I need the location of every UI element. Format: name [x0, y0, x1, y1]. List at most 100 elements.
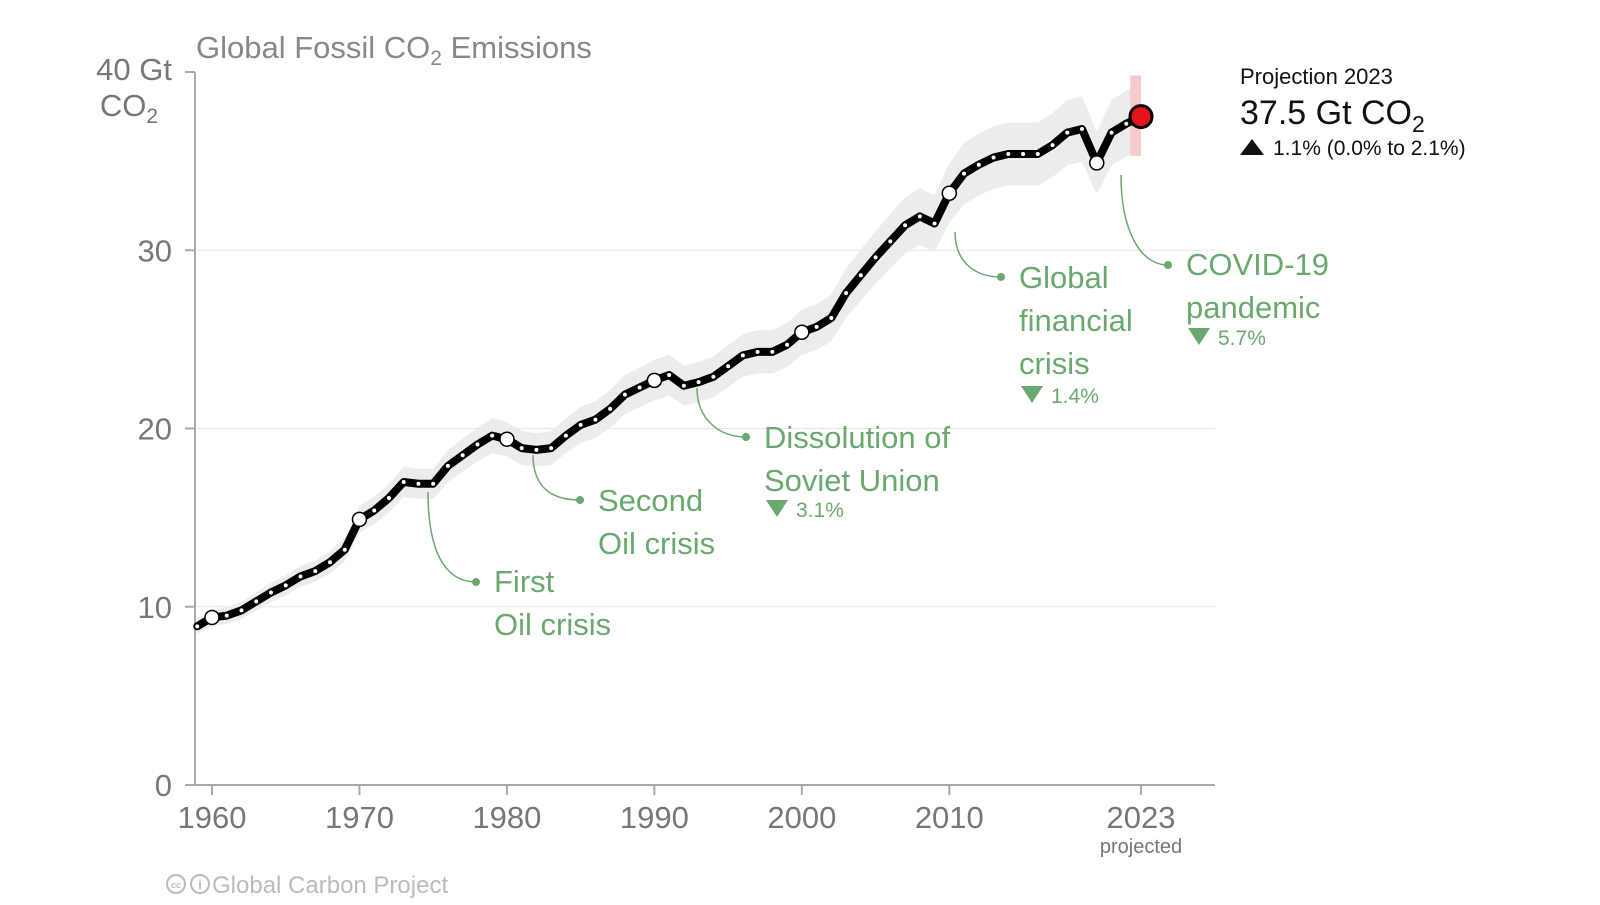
annotation-leader-line — [696, 387, 747, 438]
data-point — [873, 255, 878, 260]
source-credit: Global Carbon Project — [212, 872, 448, 899]
annotation-label: COVID-19 — [1186, 247, 1329, 282]
annotation-leader-line — [954, 231, 1002, 278]
annotation-label: First — [494, 564, 555, 599]
chart-title: Global Fossil CO2 Emissions — [196, 30, 592, 70]
decade-marker — [351, 511, 368, 528]
data-point — [622, 392, 627, 397]
annotation-label: Soviet Union — [764, 463, 940, 498]
data-point — [254, 599, 259, 604]
data-point — [460, 453, 465, 458]
annotation-leader-line — [532, 454, 581, 501]
data-point — [327, 560, 332, 565]
svg-text:i: i — [198, 877, 202, 892]
data-point — [755, 349, 760, 354]
annotation-label: crisis — [1019, 346, 1090, 381]
data-point — [534, 447, 539, 452]
data-point — [342, 547, 347, 552]
data-point — [814, 324, 819, 329]
data-point — [637, 385, 642, 390]
annotation-label: financial — [1019, 303, 1133, 338]
annotation-label: pandemic — [1186, 290, 1320, 325]
data-point — [844, 291, 849, 296]
down-triangle-icon — [1188, 328, 1210, 345]
down-triangle-icon — [766, 500, 788, 517]
decade-marker — [941, 185, 958, 201]
data-point — [475, 442, 480, 447]
annotation-label: Global — [1019, 260, 1109, 295]
data-point — [283, 583, 288, 588]
data-point — [593, 417, 598, 422]
x-tick-label: 1960 — [178, 800, 247, 835]
data-point — [239, 608, 244, 613]
data-point — [785, 342, 790, 347]
data-point — [932, 221, 937, 226]
data-point — [1080, 127, 1085, 132]
annotation-label: Second — [598, 483, 703, 518]
data-point — [268, 590, 273, 595]
annotation-label: Oil crisis — [598, 526, 715, 561]
annotation-percent: 3.1% — [796, 499, 844, 522]
data-point — [903, 223, 908, 228]
annotation-dot — [1164, 261, 1172, 269]
x-tick-label: 2010 — [915, 800, 984, 835]
projection-change: 1.1% (0.0% to 2.1%) — [1273, 137, 1466, 160]
annotation-leader-line — [427, 491, 477, 583]
data-point — [1006, 151, 1011, 156]
data-point — [1124, 121, 1129, 126]
projection-value: 37.5 Gt CO2 — [1240, 94, 1425, 137]
decade-marker — [1089, 155, 1105, 171]
data-point — [976, 162, 981, 167]
data-point — [372, 508, 377, 513]
data-point — [681, 383, 686, 388]
y-tick-label: 30 — [138, 233, 172, 268]
y-axis-label-unit: 40 Gt — [96, 52, 172, 87]
decade-marker — [204, 609, 220, 626]
down-triangle-icon — [1021, 386, 1043, 403]
data-point — [490, 433, 495, 438]
data-point — [888, 239, 893, 244]
data-point — [667, 373, 672, 378]
data-point — [401, 479, 406, 484]
data-point — [298, 574, 303, 579]
data-point — [549, 446, 554, 451]
annotation-dot — [997, 273, 1005, 281]
data-point — [1050, 143, 1055, 148]
data-point — [431, 481, 436, 486]
y-tick-label: 0 — [155, 768, 172, 803]
data-point — [416, 481, 421, 486]
data-point — [195, 624, 200, 629]
up-triangle-icon — [1240, 139, 1264, 155]
annotation-leader-line — [1120, 174, 1169, 266]
y-tick-label: 10 — [138, 590, 172, 625]
data-point — [829, 315, 834, 320]
annotation-label: Oil crisis — [494, 607, 611, 642]
annotation-label: Dissolution of — [764, 420, 950, 455]
data-point — [608, 406, 613, 411]
data-point — [313, 569, 318, 574]
data-point — [563, 433, 568, 438]
data-point — [1035, 151, 1040, 156]
data-point — [224, 613, 229, 618]
cc-license-icon: cc i — [166, 874, 210, 894]
y-tick-label: 20 — [138, 412, 172, 447]
data-point — [1109, 130, 1114, 135]
data-point — [770, 349, 775, 354]
annotation-dot — [472, 578, 480, 586]
data-point — [578, 422, 583, 427]
projection-label: Projection 2023 — [1240, 64, 1393, 89]
x-tick-label: 1990 — [620, 800, 689, 835]
x-projected-label: projected — [1100, 836, 1182, 858]
x-tick-label: 2023 — [1107, 800, 1176, 835]
decade-marker — [499, 431, 515, 447]
x-tick-label: 1980 — [472, 800, 541, 835]
data-point — [858, 273, 863, 278]
data-point — [1065, 130, 1070, 135]
data-point — [962, 171, 967, 176]
data-point — [696, 380, 701, 385]
decade-marker — [646, 372, 663, 389]
data-point — [445, 463, 450, 468]
decade-marker — [794, 324, 810, 340]
data-point — [917, 214, 922, 219]
